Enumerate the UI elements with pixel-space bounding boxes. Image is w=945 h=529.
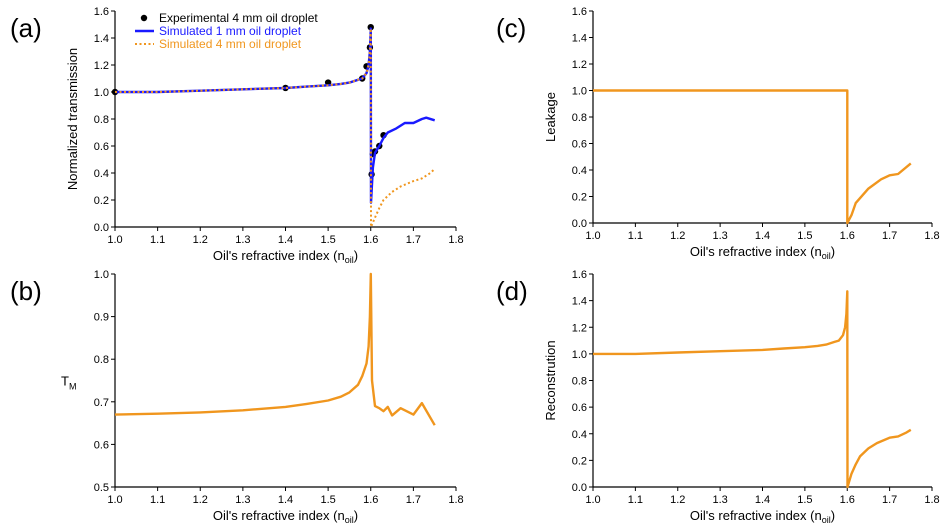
y-tick-label-a: 0.0	[94, 222, 109, 234]
series-line-c-0	[593, 89, 912, 225]
x-tick-label-a: 1.3	[235, 234, 250, 246]
panel-label-d: (d)	[496, 276, 528, 306]
y-tick-label-b: 0.9	[94, 312, 109, 324]
y-tick-label-d: 0.0	[572, 482, 587, 494]
x-tick-label-b: 1.4	[278, 494, 293, 506]
x-tick-label-a: 1.0	[107, 234, 122, 246]
x-tick-label-a: 1.6	[363, 234, 378, 246]
x-tick-label-b: 1.1	[150, 494, 165, 506]
x-tick-label-c: 1.4	[755, 230, 770, 242]
y-tick-label-c: 1.0	[572, 86, 587, 98]
x-tick-label-c: 1.6	[840, 230, 855, 242]
x-tick-label-a: 1.1	[150, 234, 165, 246]
y-tick-label-d: 0.8	[572, 376, 587, 388]
x-tick-label-d: 1.4	[755, 494, 770, 506]
y-tick-label-c: 0.4	[572, 165, 587, 177]
x-tick-label-a: 1.8	[448, 234, 463, 246]
y-tick-label-a: 0.4	[94, 168, 109, 180]
x-tick-label-d: 1.1	[628, 494, 643, 506]
y-tick-label-a: 0.8	[94, 114, 109, 126]
legend-label: Simulated 4 mm oil droplet	[159, 37, 302, 51]
y-tick-label-d: 1.4	[572, 296, 587, 308]
y-tick-label-a: 0.6	[94, 141, 109, 153]
x-tick-label-a: 1.7	[406, 234, 421, 246]
x-tick-label-b: 1.3	[235, 494, 250, 506]
y-axis-label-d: Reconstrution	[543, 340, 558, 420]
x-axis-label-d: Oil's refractive index (noil)	[690, 508, 835, 525]
x-tick-label-a: 1.5	[320, 234, 335, 246]
x-tick-label-d: 1.5	[797, 494, 812, 506]
y-axis-label-b: TM	[61, 374, 76, 392]
y-tick-label-c: 1.6	[572, 6, 587, 18]
x-tick-label-b: 1.5	[320, 494, 335, 506]
x-tick-label-b: 1.0	[107, 494, 122, 506]
legend-label: Experimental 4 mm oil droplet	[159, 11, 318, 25]
y-tick-label-b: 0.5	[94, 482, 109, 494]
y-tick-label-d: 0.4	[572, 429, 587, 441]
series-line-d-0	[593, 290, 912, 489]
y-tick-label-c: 1.4	[572, 33, 587, 45]
x-tick-label-d: 1.3	[712, 494, 727, 506]
y-tick-label-c: 0.2	[572, 192, 587, 204]
x-axis-label-a: Oil's refractive index (noil)	[213, 248, 358, 265]
x-axis-label-c: Oil's refractive index (noil)	[690, 244, 835, 261]
y-tick-label-a: 1.2	[94, 60, 109, 72]
legend-marker	[140, 14, 148, 22]
y-tick-label-c: 1.2	[572, 59, 587, 71]
x-tick-label-d: 1.7	[882, 494, 897, 506]
series-line-a-2	[115, 27, 436, 228]
data-point-a	[367, 24, 374, 31]
series-line-a-1	[115, 27, 436, 204]
y-tick-label-d: 1.6	[572, 269, 587, 281]
panel-label-c: (c)	[496, 13, 526, 43]
x-tick-label-d: 1.2	[670, 494, 685, 506]
x-tick-label-d: 1.0	[585, 494, 600, 506]
x-tick-label-c: 1.5	[797, 230, 812, 242]
x-tick-label-c: 1.7	[882, 230, 897, 242]
y-tick-label-c: 0.0	[572, 218, 587, 230]
y-tick-label-b: 0.8	[94, 354, 109, 366]
y-tick-label-b: 0.7	[94, 397, 109, 409]
y-axis-label-c: Leakage	[543, 92, 558, 142]
chart-panel-b: 1.0 1.1 1.2 1.3 1.4 1.5 1.6 1.7 1.8 0.5 0.6 0.7 0.8 0…	[61, 269, 464, 525]
x-tick-label-c: 1.3	[712, 230, 727, 242]
x-tick-label-c: 1.1	[628, 230, 643, 242]
y-tick-label-a: 1.0	[94, 87, 109, 99]
y-tick-label-d: 0.2	[572, 455, 587, 467]
chart-panel-d: 1.0 1.1 1.2 1.3 1.4 1.5 1.6 1.7 1.8 0.0 0.2 0.4 0.6 0…	[543, 269, 940, 525]
x-tick-label-b: 1.2	[193, 494, 208, 506]
chart-panel-c: 1.0 1.1 1.2 1.3 1.4 1.5 1.6 1.7 1.8 0.0 0.2 0.4 0.6 0…	[543, 6, 940, 261]
x-tick-label-c: 1.0	[585, 230, 600, 242]
y-tick-label-c: 0.6	[572, 139, 587, 151]
y-tick-label-a: 1.6	[94, 6, 109, 18]
y-tick-label-d: 1.2	[572, 322, 587, 334]
x-tick-label-b: 1.6	[363, 494, 378, 506]
y-tick-label-d: 0.6	[572, 402, 587, 414]
panel-label-a: (a)	[10, 13, 42, 43]
x-tick-label-a: 1.4	[278, 234, 293, 246]
y-axis-label-a: Normalized transmission	[65, 48, 80, 190]
x-tick-label-a: 1.2	[193, 234, 208, 246]
x-tick-label-b: 1.7	[406, 494, 421, 506]
chart-panel-a: 1.0 1.1 1.2 1.3 1.4 1.5 1.6 1.7 1.8 0.0 0.2 0.4 0.6 0…	[65, 6, 464, 265]
x-tick-label-d: 1.8	[924, 494, 939, 506]
y-tick-label-b: 0.6	[94, 439, 109, 451]
x-tick-label-c: 1.8	[924, 230, 939, 242]
legend-label: Simulated 1 mm oil droplet	[159, 24, 302, 38]
y-tick-label-a: 0.2	[94, 195, 109, 207]
y-tick-label-b: 1.0	[94, 269, 109, 281]
x-tick-label-b: 1.8	[448, 494, 463, 506]
x-axis-label-b: Oil's refractive index (noil)	[213, 508, 358, 525]
x-tick-label-c: 1.2	[670, 230, 685, 242]
panel-label-b: (b)	[10, 276, 42, 306]
y-tick-label-c: 0.8	[572, 112, 587, 124]
series-line-b-0	[114, 272, 436, 426]
x-tick-label-d: 1.6	[840, 494, 855, 506]
y-tick-label-a: 1.4	[94, 33, 109, 45]
y-tick-label-d: 1.0	[572, 349, 587, 361]
